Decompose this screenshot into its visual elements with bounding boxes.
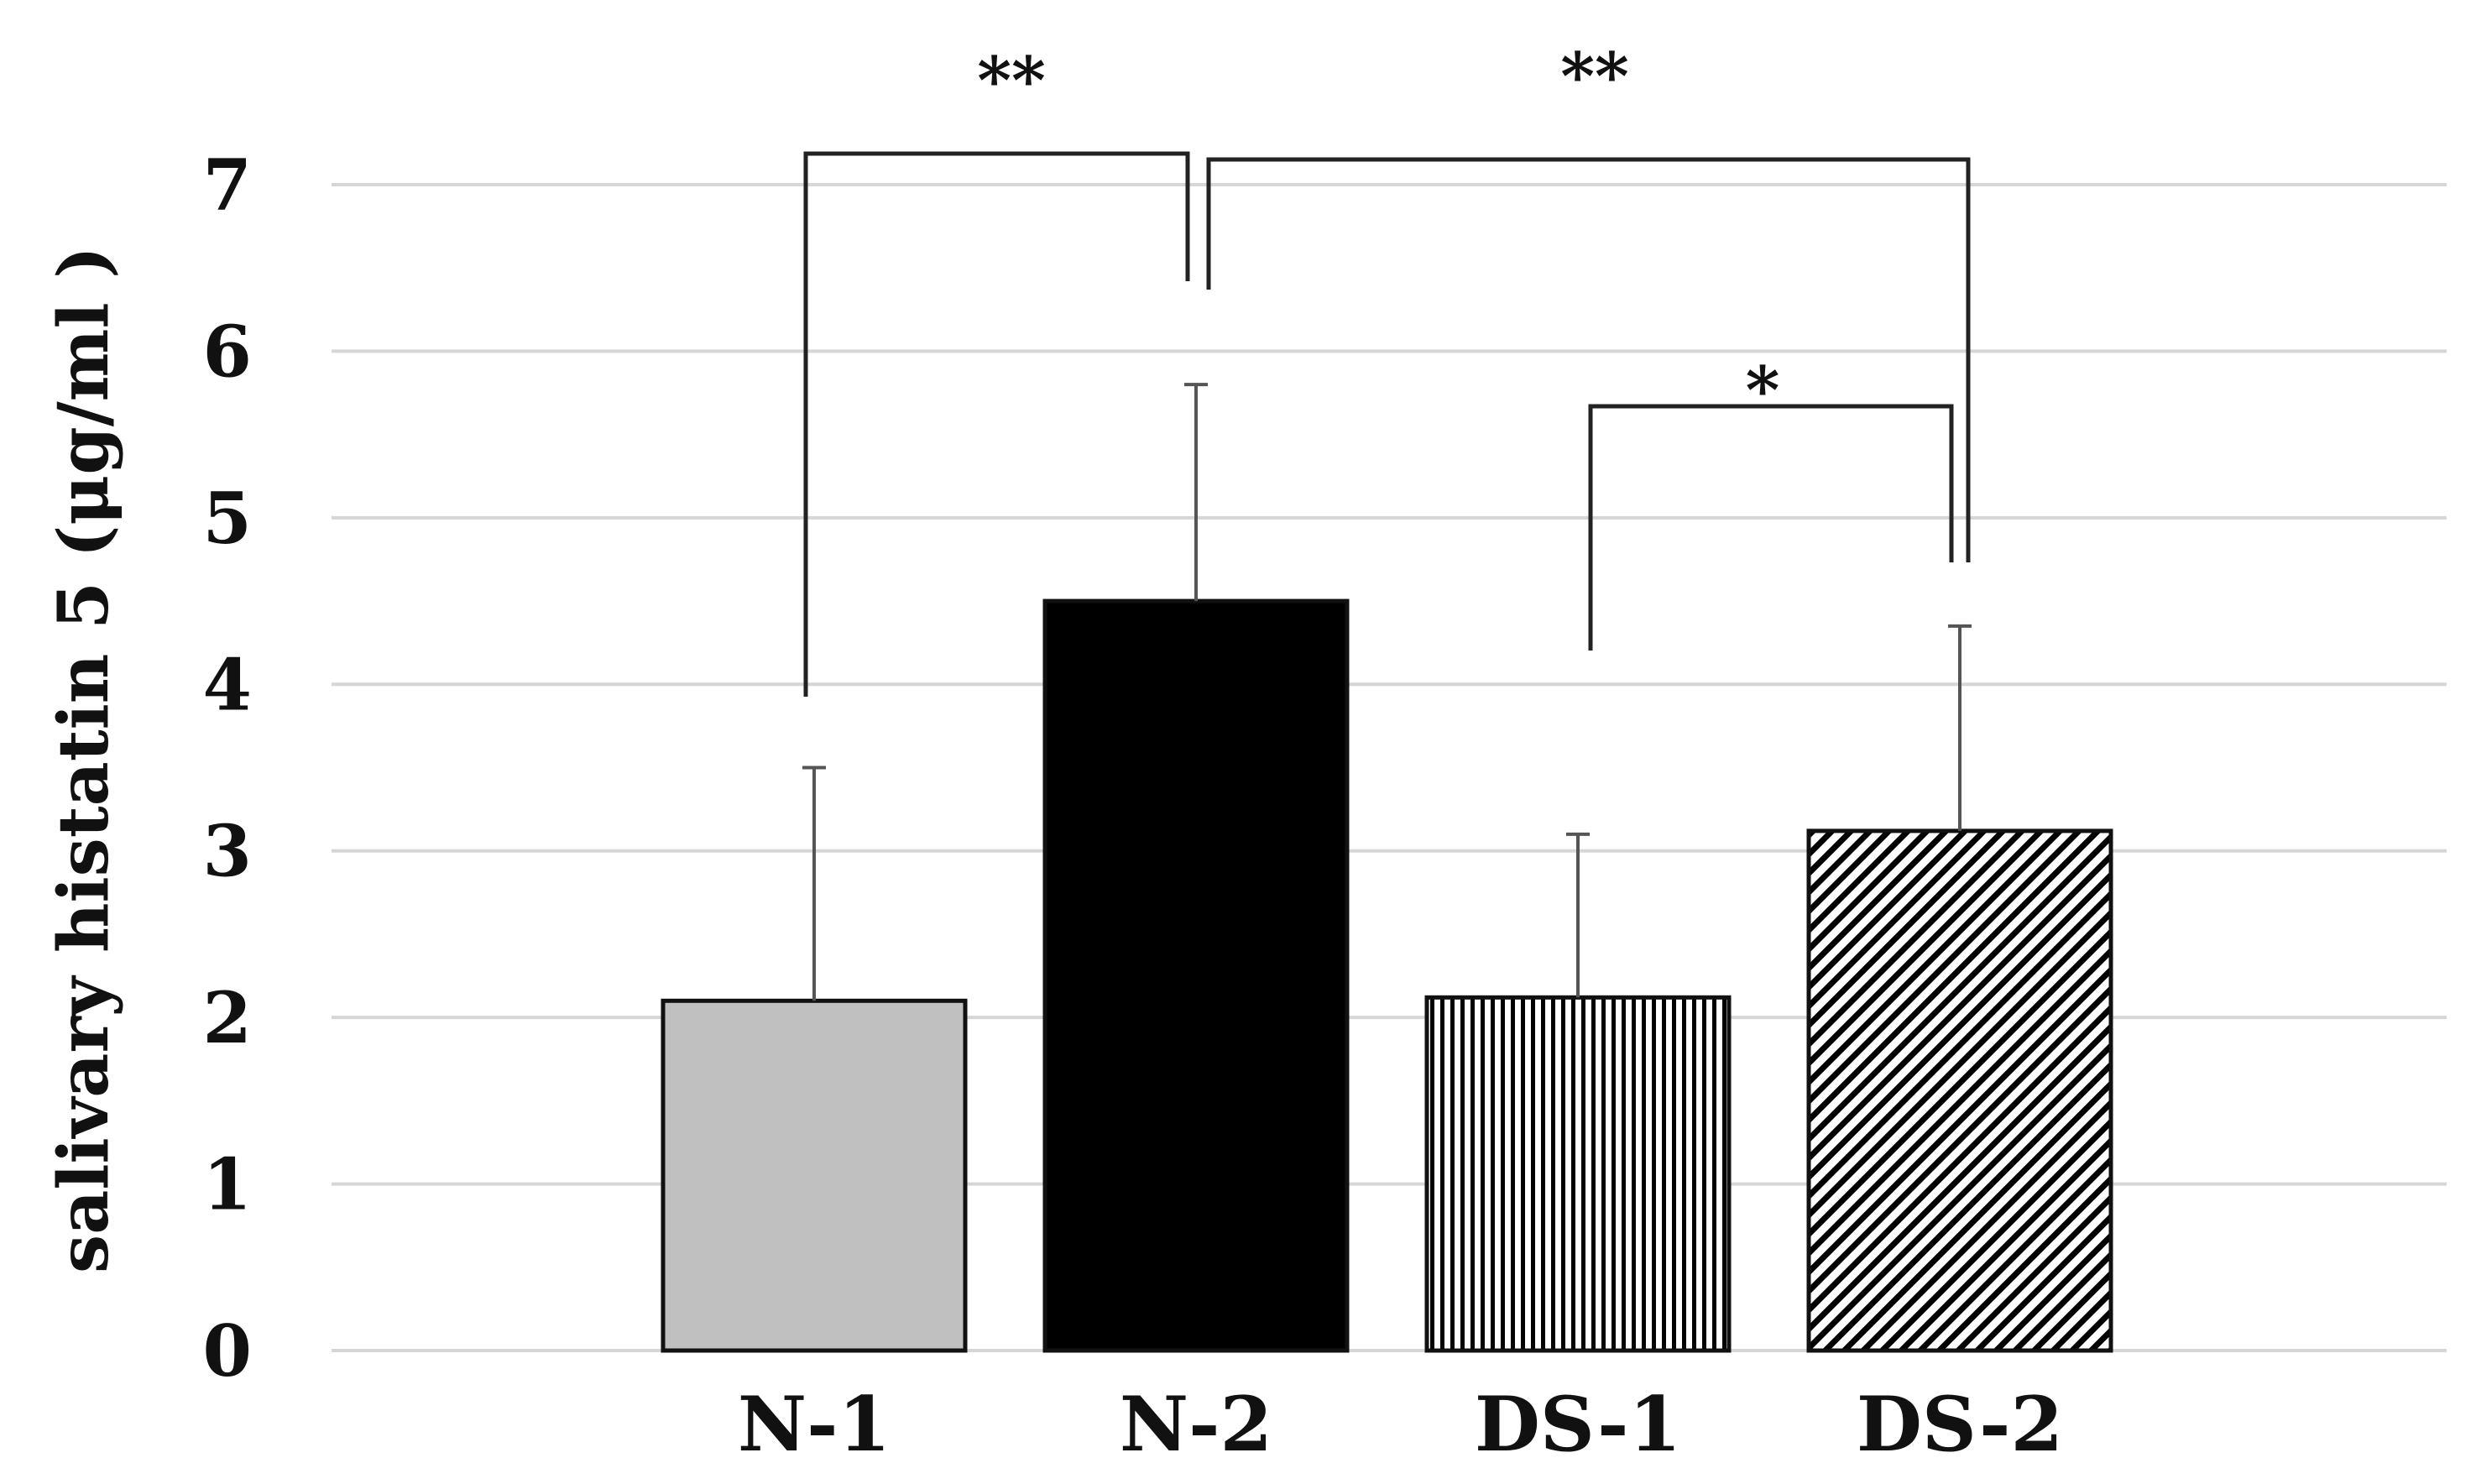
x-tick-label-n-1: N-1 — [738, 1380, 891, 1469]
bracket-n1-n2 — [803, 151, 1190, 697]
y-tick-label-3: 3 — [203, 810, 252, 893]
x-axis-labels: N-1 N-2 DS-1 DS-2 — [738, 1380, 2063, 1469]
bar-ds-2 — [1806, 828, 2113, 1353]
y-tick-label-4: 4 — [203, 643, 252, 726]
bracket-n2-ds2 — [1206, 157, 1971, 562]
bar-ds-1 — [1424, 995, 1732, 1353]
error-bars — [802, 383, 1972, 1001]
bars — [661, 598, 2113, 1353]
sig-label-ds1-ds2: * — [1746, 353, 1780, 429]
sig-label-n1-n2: ** — [977, 43, 1046, 119]
significance-brackets: ** *** — [803, 39, 1971, 697]
y-tick-label-0: 0 — [203, 1309, 252, 1393]
bracket-ds1-ds2 — [1588, 404, 1954, 651]
y-tick-label-7: 7 — [203, 144, 252, 227]
sig-label-n2-ds2: ** — [1560, 39, 1629, 115]
gridlines — [332, 183, 2447, 1352]
y-tick-label-1: 1 — [203, 1143, 252, 1226]
y-axis-title: salivary histatin 5 (μg/ml ) — [44, 246, 124, 1273]
bar-n-1 — [661, 998, 968, 1353]
x-tick-label-ds-1: DS-1 — [1475, 1380, 1681, 1469]
y-tick-label-5: 5 — [203, 477, 252, 560]
y-tick-label-6: 6 — [203, 310, 252, 393]
bar-n-2 — [1042, 598, 1350, 1353]
x-tick-label-ds-2: DS-2 — [1857, 1380, 2063, 1469]
x-tick-label-n-2: N-2 — [1120, 1380, 1272, 1469]
y-axis-ticks: 0 1 2 3 4 5 6 7 — [203, 144, 252, 1393]
y-tick-label-2: 2 — [203, 976, 252, 1059]
